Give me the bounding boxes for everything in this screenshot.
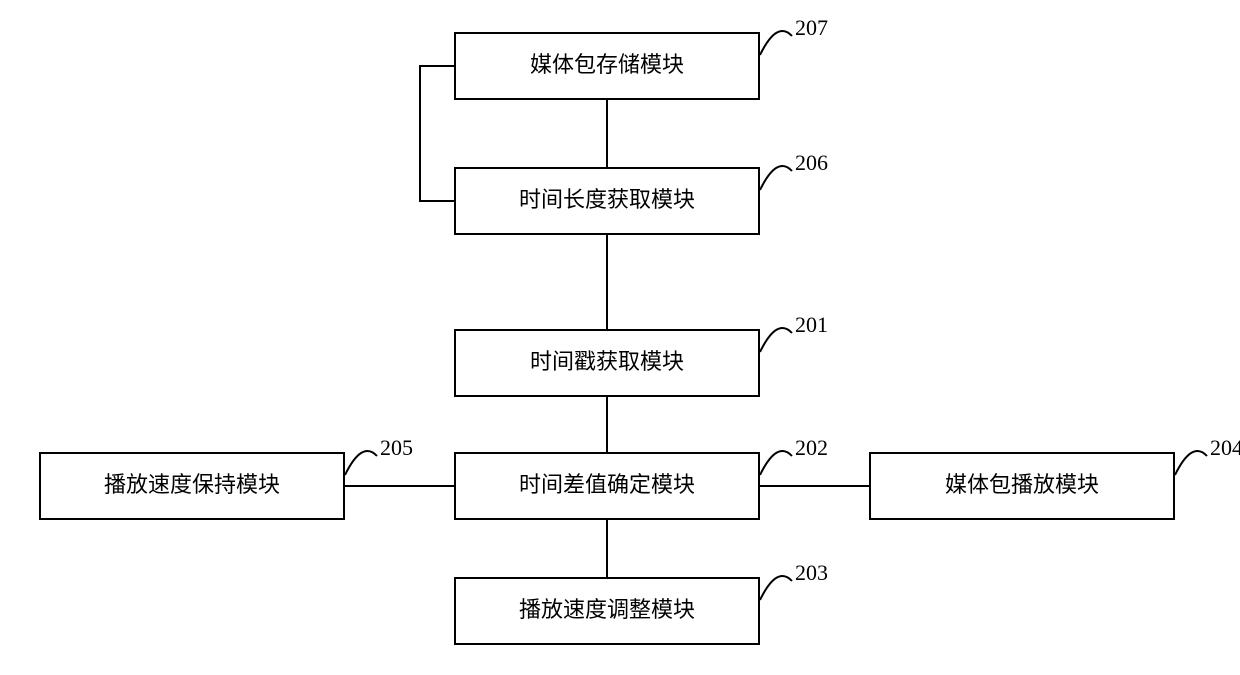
node-n202: 时间差值确定模块 202 xyxy=(455,435,828,519)
callout-curve xyxy=(760,31,792,55)
node-n206: 时间长度获取模块 206 xyxy=(455,150,828,234)
node-n203: 播放速度调整模块 203 xyxy=(455,560,828,644)
nodes-group: 媒体包存储模块 207 时间长度获取模块 206 时间戳获取模块 201 播放速度保持模块 2… xyxy=(40,15,1240,644)
node-n201: 时间戳获取模块 201 xyxy=(455,312,828,396)
node-n205: 播放速度保持模块 205 xyxy=(40,435,413,519)
flowchart-svg: 媒体包存储模块 207 时间长度获取模块 206 时间戳获取模块 201 播放速度保持模块 2… xyxy=(0,0,1240,675)
node-ref-number: 205 xyxy=(380,435,413,460)
callout-curve xyxy=(1175,451,1207,475)
node-label: 播放速度保持模块 xyxy=(104,472,280,497)
node-ref-number: 203 xyxy=(795,560,828,585)
node-label: 媒体包存储模块 xyxy=(530,52,684,77)
node-ref-number: 204 xyxy=(1210,435,1240,460)
callout-curve xyxy=(760,328,792,352)
node-label: 时间长度获取模块 xyxy=(519,187,695,212)
callout-curve xyxy=(345,451,377,475)
callout-curve xyxy=(760,166,792,190)
callout-curve xyxy=(760,451,792,475)
node-ref-number: 206 xyxy=(795,150,828,175)
node-label: 时间戳获取模块 xyxy=(530,349,684,374)
node-ref-number: 202 xyxy=(795,435,828,460)
node-n207: 媒体包存储模块 207 xyxy=(455,15,828,99)
node-ref-number: 207 xyxy=(795,15,828,40)
node-label: 时间差值确定模块 xyxy=(519,472,695,497)
node-ref-number: 201 xyxy=(795,312,828,337)
callout-curve xyxy=(760,576,792,600)
node-n204: 媒体包播放模块 204 xyxy=(870,435,1240,519)
node-label: 播放速度调整模块 xyxy=(519,597,695,622)
node-label: 媒体包播放模块 xyxy=(945,472,1099,497)
edge-n207-n206 xyxy=(420,66,455,201)
